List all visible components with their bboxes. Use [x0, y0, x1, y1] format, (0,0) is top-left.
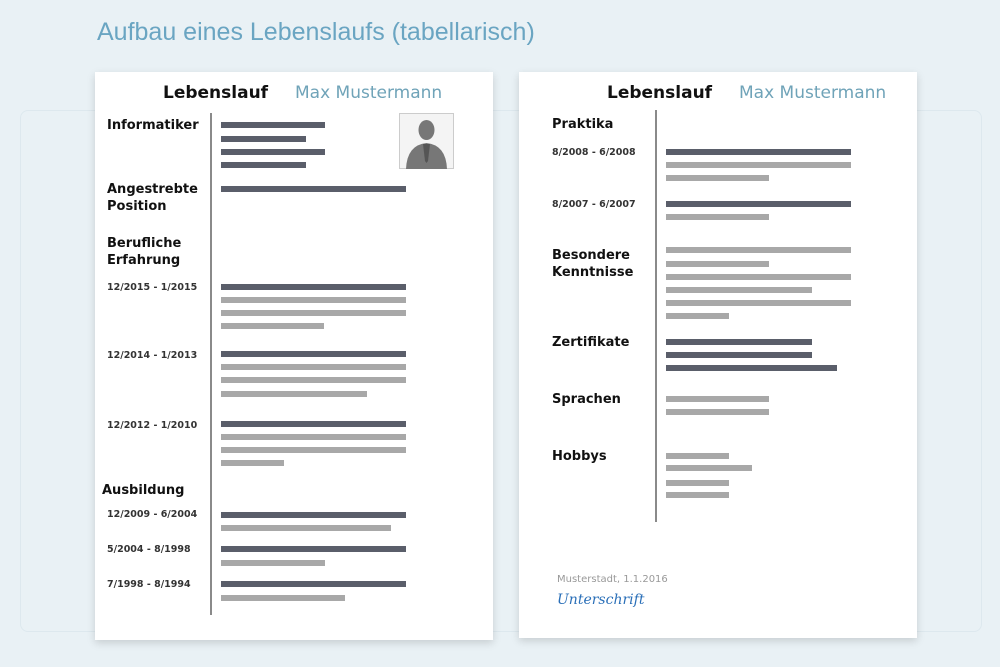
- cv-heading: Lebenslauf: [163, 83, 269, 103]
- placeholder-bar: [221, 581, 406, 587]
- placeholder-bar: [221, 310, 406, 316]
- placeholder-bar: [666, 274, 851, 280]
- placeholder-bar: [666, 480, 729, 486]
- cv-name: Max Mustermann: [739, 83, 887, 103]
- placeholder-bar: [666, 409, 769, 415]
- placeholder-bar: [221, 460, 284, 466]
- placeholder-bar: [666, 201, 851, 207]
- placeholder-bar: [666, 365, 837, 371]
- placeholder-bar: [666, 300, 851, 306]
- placeholder-bar: [666, 175, 769, 181]
- placeholder-bar: [666, 339, 812, 345]
- placeholder-bar: [666, 313, 729, 319]
- cv-name: Max Mustermann: [295, 83, 443, 103]
- placeholder-bar: [666, 396, 769, 402]
- background-shape: [20, 110, 982, 632]
- divider: [655, 110, 657, 522]
- placeholder-bar: [221, 149, 325, 155]
- date-label: 12/2014 - 1/2013: [107, 350, 198, 361]
- placeholder-bar: [666, 247, 851, 253]
- placeholder-bar: [221, 284, 406, 290]
- placeholder-bar: [666, 149, 851, 155]
- section-label: Angestrebte Position: [107, 182, 198, 214]
- placeholder-bar: [666, 287, 812, 293]
- placeholder-bar: [666, 162, 851, 168]
- signature: Unterschrift: [557, 592, 645, 608]
- section-label: Informatiker: [107, 118, 199, 133]
- section-label: Berufliche Erfahrung: [107, 236, 182, 268]
- placeholder-bar: [221, 377, 406, 383]
- placeholder-bar: [221, 546, 406, 552]
- section-label: Ausbildung: [102, 483, 185, 498]
- placeholder-bar: [666, 352, 812, 358]
- placeholder-bar: [221, 323, 324, 329]
- placeholder-bar: [666, 261, 769, 267]
- placeholder-bar: [221, 351, 406, 357]
- date-label: 12/2012 - 1/2010: [107, 420, 198, 431]
- photo: [399, 113, 454, 169]
- date-label: 12/2015 - 1/2015: [107, 282, 198, 293]
- cv-heading: Lebenslauf: [607, 83, 713, 103]
- placeholder-bar: [221, 162, 306, 168]
- section-label: Praktika: [552, 117, 614, 132]
- placeholder-bar: [666, 492, 729, 498]
- title: Aufbau eines Lebenslaufs (tabellarisch): [97, 18, 535, 46]
- place-date: Musterstadt, 1.1.2016: [557, 574, 668, 585]
- placeholder-bar: [221, 364, 406, 370]
- placeholder-bar: [221, 391, 367, 397]
- placeholder-bar: [221, 186, 406, 192]
- placeholder-bar: [221, 595, 345, 601]
- section-label: Sprachen: [552, 392, 621, 407]
- placeholder-bar: [221, 560, 325, 566]
- section-label: Hobbys: [552, 449, 607, 464]
- date-label: 8/2008 - 6/2008: [552, 147, 636, 158]
- divider: [210, 113, 212, 615]
- placeholder-bar: [221, 297, 406, 303]
- placeholder-bar: [221, 421, 406, 427]
- section-label: Besondere Kenntnisse: [552, 248, 634, 280]
- placeholder-bar: [221, 512, 406, 518]
- placeholder-bar: [221, 434, 406, 440]
- section-label: Zertifikate: [552, 335, 630, 350]
- date-label: 8/2007 - 6/2007: [552, 199, 636, 210]
- placeholder-bar: [221, 122, 325, 128]
- placeholder-bar: [221, 447, 406, 453]
- placeholder-bar: [666, 214, 769, 220]
- date-label: 7/1998 - 8/1994: [107, 579, 191, 590]
- placeholder-bar: [221, 525, 391, 531]
- placeholder-bar: [666, 453, 729, 459]
- date-label: 12/2009 - 6/2004: [107, 509, 198, 520]
- placeholder-bar: [666, 465, 752, 471]
- placeholder-bar: [221, 136, 306, 142]
- date-label: 5/2004 - 8/1998: [107, 544, 191, 555]
